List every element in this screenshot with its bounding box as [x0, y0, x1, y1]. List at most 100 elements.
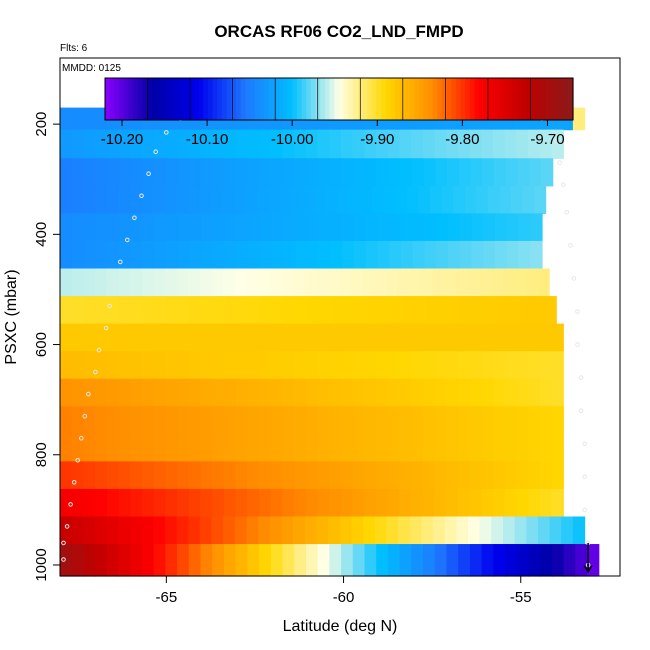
heatmap-cell — [177, 378, 190, 407]
colorbar-swatch — [353, 78, 359, 120]
heatmap-cell — [539, 129, 553, 159]
heatmap-cell — [282, 488, 295, 518]
colorbar-swatch — [343, 78, 349, 120]
heatmap-cell — [469, 129, 482, 159]
heatmap-cell — [467, 268, 480, 297]
heatmap-cell — [212, 461, 225, 490]
heatmap-cell — [457, 323, 471, 352]
heatmap-cell — [141, 544, 155, 577]
colorbar-swatch — [484, 78, 490, 120]
heatmap-cell — [481, 406, 494, 435]
heatmap-cell — [165, 158, 178, 187]
heatmap-cell — [399, 129, 412, 159]
colorbar-swatch — [301, 78, 307, 120]
heatmap-cell — [71, 296, 85, 325]
heatmap-cell — [387, 351, 401, 380]
heatmap-cell — [434, 544, 448, 577]
heatmap-cell — [539, 351, 553, 380]
colorbar-tick-label: -9.90 — [360, 131, 394, 148]
heatmap-cell — [434, 406, 447, 435]
heatmap-cell — [493, 323, 506, 352]
heatmap-cell — [212, 351, 225, 380]
heatmap-cell — [457, 461, 471, 490]
colorbar-swatch — [324, 78, 331, 120]
track-point — [107, 303, 112, 309]
heatmap-cell — [259, 240, 273, 270]
heatmap-cell — [551, 406, 564, 435]
colorbar-swatch — [315, 78, 321, 120]
heatmap-cell — [235, 378, 248, 407]
heatmap-cell — [360, 185, 373, 214]
colorbar-swatch — [395, 78, 401, 120]
heatmap-cell — [83, 544, 96, 577]
heatmap-cell — [351, 516, 364, 545]
track-point — [75, 458, 80, 463]
heatmap-cell — [142, 213, 155, 242]
heatmap-cell — [60, 378, 73, 407]
heatmap-cell — [189, 213, 202, 242]
heatmap-cell — [340, 406, 354, 435]
colorbar-swatch — [240, 78, 246, 120]
heatmap-cell — [412, 213, 426, 242]
heatmap-cell — [399, 544, 412, 577]
heatmap-cell — [317, 351, 330, 380]
heatmap-cell — [95, 158, 108, 187]
heatmap-cell — [399, 461, 412, 490]
track-point — [96, 347, 102, 353]
heatmap-cell — [223, 433, 237, 462]
y-tick-label: 800 — [33, 442, 50, 467]
heatmap-cell — [259, 213, 273, 242]
heatmap-cell — [60, 268, 73, 297]
heatmap-cell — [119, 296, 132, 325]
heatmap-cell — [483, 240, 496, 270]
heatmap-cell — [434, 129, 447, 159]
heatmap-cell — [388, 158, 401, 187]
heatmap-cell — [95, 296, 108, 325]
heatmap-cell — [141, 488, 155, 518]
colorbar-swatch — [423, 78, 429, 120]
heatmap-cell — [60, 433, 73, 462]
heatmap-cell — [457, 488, 471, 518]
heatmap-cell — [177, 213, 190, 242]
heatmap-cell — [118, 406, 131, 435]
heatmap-cell — [294, 378, 307, 407]
heatmap-cell — [130, 406, 143, 435]
heatmap-cell — [457, 351, 471, 380]
track-point — [582, 474, 587, 480]
track-point — [64, 524, 70, 529]
heatmap-cell — [118, 213, 132, 242]
heatmap-cell — [341, 544, 354, 577]
heatmap-cell — [516, 406, 529, 435]
heatmap-cell — [352, 378, 365, 407]
heatmap-cell — [71, 158, 85, 187]
heatmap-cell — [495, 240, 508, 270]
heatmap-cell — [130, 461, 143, 490]
heatmap-cell — [504, 461, 518, 490]
heatmap-cell — [493, 544, 506, 577]
heatmap-cell — [446, 544, 459, 577]
heatmap-cell — [482, 158, 495, 187]
heatmap-cell — [317, 544, 330, 577]
heatmap-cell — [83, 323, 96, 352]
heatmap-cell — [200, 488, 213, 518]
colorbar-swatch — [390, 78, 396, 120]
heatmap-cell — [130, 240, 143, 270]
heatmap-cell — [341, 158, 354, 187]
heatmap-cell — [71, 185, 84, 214]
heatmap-cell — [441, 185, 454, 214]
heatmap-cell — [464, 185, 477, 214]
heatmap-cell — [224, 213, 237, 242]
heatmap-cell — [60, 406, 73, 435]
colorbar-swatch — [245, 78, 251, 120]
heatmap-cell — [212, 488, 225, 518]
heatmap-cell — [514, 516, 527, 545]
heatmap-cell — [141, 378, 155, 407]
colorbar-swatch — [306, 78, 312, 120]
heatmap-cell — [446, 488, 459, 518]
heatmap-cell — [329, 158, 343, 187]
colorbar-swatch — [273, 78, 279, 120]
colorbar-swatch — [137, 78, 144, 120]
heatmap-cell — [400, 240, 414, 270]
colorbar-swatch — [530, 78, 537, 120]
heatmap-cell — [471, 213, 484, 242]
